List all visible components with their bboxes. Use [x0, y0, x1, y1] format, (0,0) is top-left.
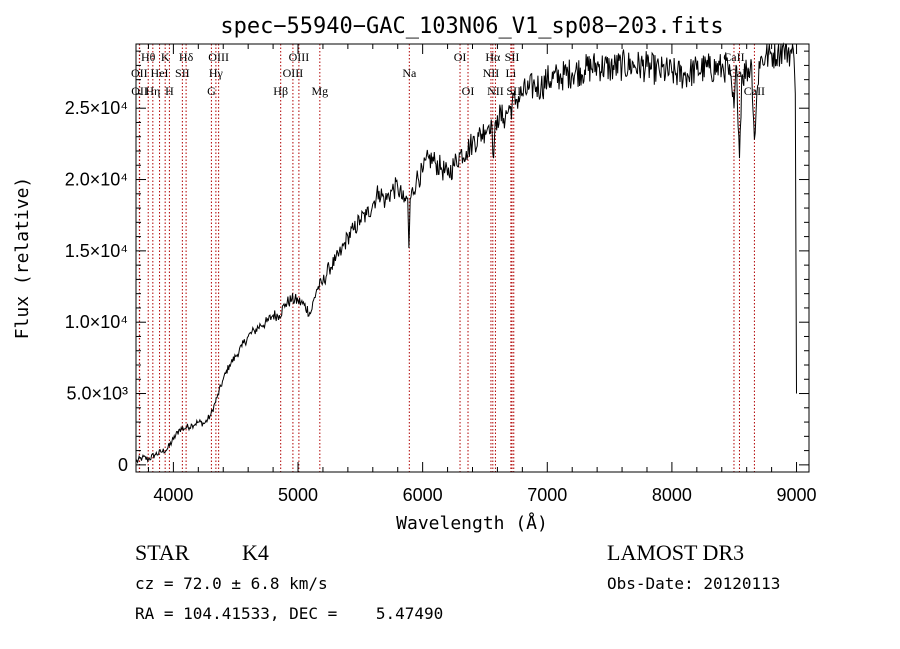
- x-tick-label: 5000: [278, 485, 318, 505]
- y-tick-label: 2.0×10⁴: [65, 170, 128, 190]
- redshift-info: cz = 72.0 ± 6.8 km/s: [135, 574, 328, 593]
- spectral-line-label: Hγ: [209, 66, 224, 80]
- x-axis-ticks: 4000 5000 6000 7000 8000 9000: [147, 44, 817, 505]
- object-subclass: K4: [242, 540, 269, 565]
- spectral-line-label: OI: [462, 84, 475, 98]
- spectral-line-label: G: [207, 84, 216, 98]
- spectral-line-label: OII: [131, 66, 148, 80]
- survey-name: LAMOST DR3: [607, 540, 745, 565]
- spectral-line-label: Hδ: [179, 50, 194, 64]
- y-tick-label: 2.5×10⁴: [65, 98, 128, 118]
- x-tick-label: 9000: [777, 485, 817, 505]
- spectral-line-label: NII: [483, 66, 500, 80]
- chart-title: spec−55940−GAC_103N06_V1_sp08−203.fits: [220, 14, 723, 39]
- y-tick-label: 1.5×10⁴: [65, 241, 128, 261]
- spectral-line-label: Hη: [145, 84, 160, 98]
- spectral-line-label: Mg: [311, 84, 328, 98]
- spectral-line-label: Na: [402, 66, 417, 80]
- spectral-line-label: OIII: [289, 50, 310, 64]
- spectral-line-label: Hθ: [141, 50, 156, 64]
- spectral-line-label: OII: [131, 84, 148, 98]
- spectral-line-label: SII: [506, 84, 521, 98]
- spectral-line-label: H: [165, 84, 174, 98]
- spectral-line-label: Hα: [485, 50, 501, 64]
- y-tick-label: 5.0×10³: [66, 384, 128, 404]
- spectral-line-label: SII: [175, 66, 190, 80]
- spectral-line-label: HeI: [151, 66, 169, 80]
- y-tick-label: 0: [118, 455, 128, 475]
- y-axis-ticks: 0 5.0×10³ 1.0×10⁴ 1.5×10⁴ 2.0×10⁴ 2.5×10⁴: [65, 50, 809, 475]
- x-axis-label: Wavelength (Å): [396, 512, 548, 534]
- spectrum-line: [135, 42, 797, 464]
- spectral-line-label: NII: [487, 84, 504, 98]
- plot-frame: [135, 43, 810, 473]
- spectral-line-label: K: [161, 50, 170, 64]
- object-class: STAR: [135, 540, 190, 565]
- spectral-line-label: SII: [505, 50, 520, 64]
- spectral-line-label: Li: [506, 66, 517, 80]
- obs-date: Obs-Date: 20120113: [607, 574, 781, 593]
- coordinates: RA = 104.41533, DEC = 5.47490: [135, 604, 444, 623]
- y-tick-label: 1.0×10⁴: [65, 312, 128, 332]
- spectral-line-label: OI: [454, 50, 467, 64]
- x-tick-label: 7000: [527, 485, 567, 505]
- x-tick-label: 8000: [652, 485, 692, 505]
- x-tick-label: 4000: [153, 485, 193, 505]
- spectral-line-label: CaII: [723, 50, 744, 64]
- spectral-line-label: Hβ: [273, 84, 288, 98]
- spectral-line-label: OIII: [208, 50, 229, 64]
- x-tick-label: 6000: [403, 485, 443, 505]
- y-axis-label: Flux (relative): [12, 177, 33, 340]
- spectral-line-label: CaII: [744, 84, 765, 98]
- spectral-line-markers: [138, 44, 755, 472]
- spectral-line-label: OIII: [283, 66, 304, 80]
